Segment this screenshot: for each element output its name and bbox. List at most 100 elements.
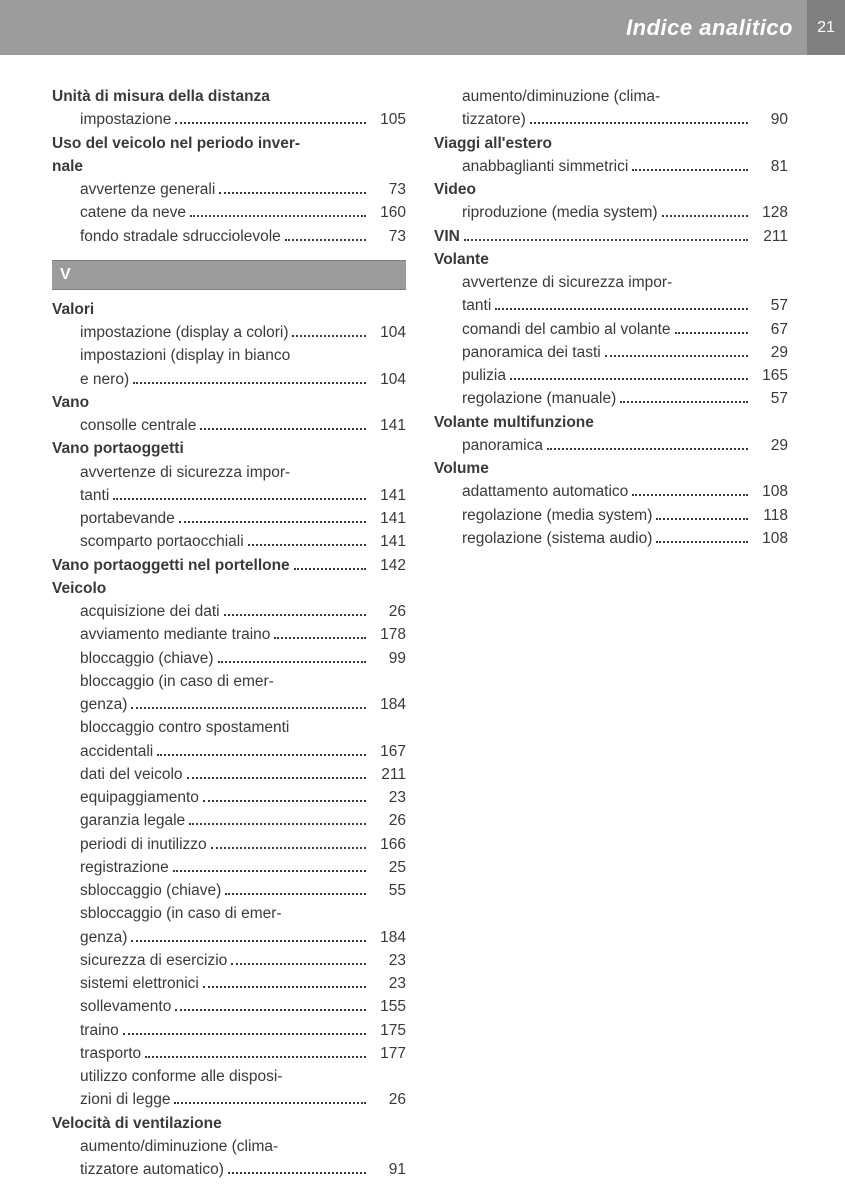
page-ref: 104 bbox=[370, 368, 406, 391]
page-ref: 26 bbox=[370, 600, 406, 623]
index-entry: bloccaggio (chiave)99 bbox=[52, 647, 406, 670]
index-entry: tizzatore)90 bbox=[434, 108, 788, 131]
leader-dots bbox=[133, 370, 366, 384]
entry-label: anabbaglianti simmetrici bbox=[462, 155, 628, 178]
page-ref: 142 bbox=[370, 554, 406, 577]
page-ref: 81 bbox=[752, 155, 788, 178]
entry-label: genza) bbox=[80, 926, 127, 949]
entry-label: trasporto bbox=[80, 1042, 141, 1065]
leader-dots bbox=[495, 296, 748, 310]
index-entry: trasporto 177 bbox=[52, 1042, 406, 1065]
entry-label: tizzatore) bbox=[462, 108, 526, 131]
entry-label: garanzia legale bbox=[80, 809, 185, 832]
leader-dots bbox=[175, 997, 366, 1011]
page-ref: 29 bbox=[752, 434, 788, 457]
page-ref: 73 bbox=[370, 225, 406, 248]
index-entry: portabevande 141 bbox=[52, 507, 406, 530]
index-entry: impostazioni (display in bianco bbox=[52, 344, 406, 367]
index-entry: sbloccaggio (chiave)55 bbox=[52, 879, 406, 902]
leader-dots bbox=[464, 227, 748, 241]
index-entry: acquisizione dei dati26 bbox=[52, 600, 406, 623]
index-entry: tanti141 bbox=[52, 484, 406, 507]
entry-label: sistemi elettronici bbox=[80, 972, 199, 995]
entry-label: riproduzione (media system) bbox=[462, 201, 658, 224]
index-entry: sistemi elettronici23 bbox=[52, 972, 406, 995]
index-heading: Vano bbox=[52, 391, 406, 414]
index-entry: consolle centrale141 bbox=[52, 414, 406, 437]
page-ref: 26 bbox=[370, 1088, 406, 1111]
page-ref: 57 bbox=[752, 294, 788, 317]
leader-dots bbox=[656, 529, 748, 543]
page-ref: 178 bbox=[370, 623, 406, 646]
entry-label: Vano portaoggetti nel portellone bbox=[52, 554, 290, 577]
page-ref: 118 bbox=[752, 504, 788, 527]
page-ref: 141 bbox=[370, 507, 406, 530]
entry-label: VIN bbox=[434, 225, 460, 248]
entry-label: portabevande bbox=[80, 507, 175, 530]
entry-label: bloccaggio (chiave) bbox=[80, 647, 214, 670]
entry-label: traino bbox=[80, 1019, 119, 1042]
leader-dots bbox=[175, 110, 366, 124]
index-entry: avvertenze di sicurezza impor- bbox=[52, 461, 406, 484]
page-ref: 91 bbox=[370, 1158, 406, 1181]
entry-label: tanti bbox=[80, 484, 109, 507]
section-letter: V bbox=[52, 260, 406, 290]
leader-dots bbox=[174, 1090, 366, 1104]
entry-label: genza) bbox=[80, 693, 127, 716]
leader-dots bbox=[173, 858, 366, 872]
leader-dots bbox=[510, 366, 748, 380]
leader-dots bbox=[675, 320, 748, 334]
page-ref: 211 bbox=[752, 225, 788, 248]
page-ref: 165 bbox=[752, 364, 788, 387]
index-heading: Viaggi all'estero bbox=[434, 132, 788, 155]
index-entry: zioni di legge 26 bbox=[52, 1088, 406, 1111]
index-heading: Valori bbox=[52, 298, 406, 321]
header-title: Indice analitico bbox=[626, 15, 807, 41]
leader-dots bbox=[218, 649, 366, 663]
index-heading: Velocità di ventilazione bbox=[52, 1112, 406, 1135]
entry-label: avviamento mediante traino bbox=[80, 623, 270, 646]
index-entry: catene da neve160 bbox=[52, 201, 406, 224]
index-entry: avvertenze di sicurezza impor- bbox=[434, 271, 788, 294]
leader-dots bbox=[530, 110, 748, 124]
leader-dots bbox=[620, 389, 748, 403]
leader-dots bbox=[228, 1160, 366, 1174]
leader-dots bbox=[113, 486, 366, 500]
index-entry: aumento/diminuzione (clima- bbox=[52, 1135, 406, 1158]
index-entry: accidentali 167 bbox=[52, 740, 406, 763]
index-entry: genza)184 bbox=[52, 693, 406, 716]
index-heading-entry: Vano portaoggetti nel portellone 142 bbox=[52, 554, 406, 577]
index-heading: Volante bbox=[434, 248, 788, 271]
entry-label: zioni di legge bbox=[80, 1088, 170, 1111]
leader-dots bbox=[656, 506, 748, 520]
leader-dots bbox=[131, 928, 366, 942]
entry-label: fondo stradale sdrucciolevole bbox=[80, 225, 281, 248]
index-entry: pulizia165 bbox=[434, 364, 788, 387]
page-ref: 167 bbox=[370, 740, 406, 763]
page-ref: 141 bbox=[370, 530, 406, 553]
leader-dots bbox=[211, 835, 366, 849]
entry-label: dati del veicolo bbox=[80, 763, 183, 786]
leader-dots bbox=[224, 602, 366, 616]
page-ref: 160 bbox=[370, 201, 406, 224]
entry-label: regolazione (sistema audio) bbox=[462, 527, 652, 550]
page-ref: 108 bbox=[752, 480, 788, 503]
page-ref: 175 bbox=[370, 1019, 406, 1042]
index-entry: adattamento automatico108 bbox=[434, 480, 788, 503]
page-ref: 177 bbox=[370, 1042, 406, 1065]
leader-dots bbox=[274, 625, 366, 639]
page-ref: 23 bbox=[370, 949, 406, 972]
page-ref: 155 bbox=[370, 995, 406, 1018]
page-ref: 108 bbox=[752, 527, 788, 550]
index-entry: bloccaggio contro spostamenti bbox=[52, 716, 406, 739]
page-ref: 166 bbox=[370, 833, 406, 856]
page-ref: 67 bbox=[752, 318, 788, 341]
index-heading: Uso del veicolo nel periodo inver- bbox=[52, 132, 406, 155]
index-entry: aumento/diminuzione (clima- bbox=[434, 85, 788, 108]
entry-label: accidentali bbox=[80, 740, 153, 763]
index-heading: nale bbox=[52, 155, 406, 178]
entry-label: panoramica dei tasti bbox=[462, 341, 601, 364]
leader-dots bbox=[231, 951, 366, 965]
index-entry: fondo stradale sdrucciolevole 73 bbox=[52, 225, 406, 248]
index-entry: comandi del cambio al volante67 bbox=[434, 318, 788, 341]
